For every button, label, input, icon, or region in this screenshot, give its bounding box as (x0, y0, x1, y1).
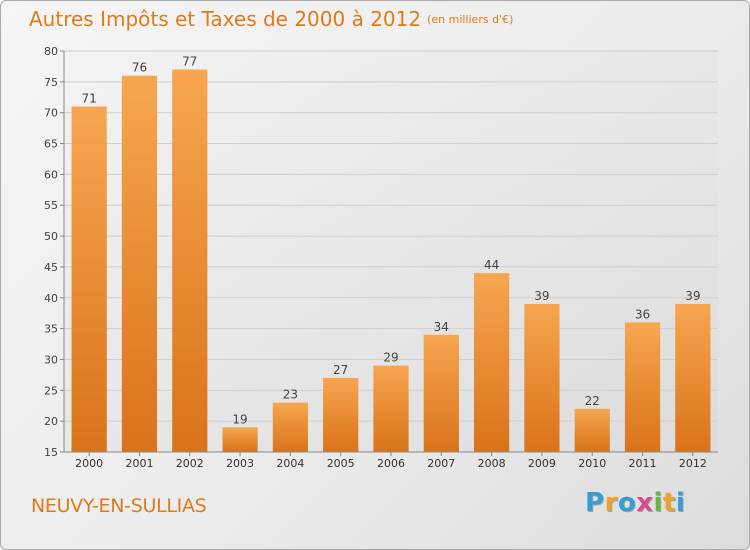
y-tick-label: 50 (44, 230, 58, 243)
bar-value-label: 19 (232, 412, 247, 426)
chart-title-text: Autres Impôts et Taxes de 2000 à 2012 (29, 7, 422, 31)
x-tick-label: 2010 (578, 457, 606, 470)
bar-value-label: 27 (333, 363, 348, 377)
y-tick-label: 70 (44, 107, 58, 120)
x-tick-label: 2012 (679, 457, 707, 470)
y-tick-label: 65 (44, 138, 58, 151)
bar-value-label: 76 (132, 61, 147, 75)
x-tick-label: 2009 (528, 457, 556, 470)
x-tick-label: 2002 (176, 457, 204, 470)
y-tick-label: 15 (44, 446, 58, 459)
x-tick-label: 2006 (377, 457, 405, 470)
y-tick-label: 40 (44, 292, 58, 305)
y-tick-label: 80 (44, 45, 58, 58)
logo-letter: i (653, 488, 663, 518)
y-tick-label: 60 (44, 168, 58, 181)
y-tick-label: 30 (44, 353, 58, 366)
x-tick-label: 2011 (629, 457, 657, 470)
logo-letter: r (604, 488, 618, 518)
logo-letter: i (675, 488, 686, 518)
logo-letter: P (585, 488, 605, 518)
chart-title: Autres Impôts et Taxes de 2000 à 2012 (en… (29, 7, 513, 31)
bar (423, 334, 459, 452)
bar-value-label: 39 (534, 289, 549, 303)
bar-value-label: 22 (585, 394, 600, 408)
y-tick-label: 45 (44, 261, 58, 274)
y-tick-label: 25 (44, 384, 58, 397)
x-tick-label: 2004 (276, 457, 304, 470)
bar-value-label: 36 (635, 307, 650, 321)
bar (373, 365, 409, 452)
bar (524, 303, 560, 452)
x-tick-label: 2001 (125, 457, 153, 470)
bar (172, 69, 208, 452)
x-tick-label: 2000 (75, 457, 103, 470)
bar-value-label: 44 (484, 258, 499, 272)
bar-value-label: 29 (383, 351, 398, 365)
place-name: NEUVY-EN-SULLIAS (31, 495, 207, 517)
logo-letter: o (617, 488, 637, 518)
bar-value-label: 39 (685, 289, 700, 303)
logo-letter: t (662, 488, 676, 518)
bar (624, 322, 661, 452)
bar (323, 377, 359, 452)
x-tick-label: 2005 (327, 457, 355, 470)
chart-subtitle: (en milliers d'€) (427, 13, 514, 26)
logo-letter: x (636, 488, 654, 518)
bar (574, 408, 610, 452)
bar-value-label: 23 (283, 388, 298, 402)
bar-value-label: 77 (182, 55, 197, 69)
bar (272, 402, 308, 452)
bar (121, 75, 158, 452)
bar-value-label: 34 (434, 320, 449, 334)
bar (474, 273, 510, 452)
x-tick-label: 2008 (478, 457, 506, 470)
bar (675, 303, 711, 452)
x-tick-label: 2007 (427, 457, 455, 470)
proxiti-logo: Proxiti (585, 488, 685, 518)
y-tick-label: 35 (44, 323, 58, 336)
bar (222, 427, 258, 452)
y-tick-label: 20 (44, 415, 58, 428)
bar-value-label: 71 (82, 92, 97, 106)
y-tick-label: 55 (44, 199, 58, 212)
y-tick-label: 75 (44, 76, 58, 89)
x-tick-label: 2003 (226, 457, 254, 470)
bar (71, 106, 107, 453)
